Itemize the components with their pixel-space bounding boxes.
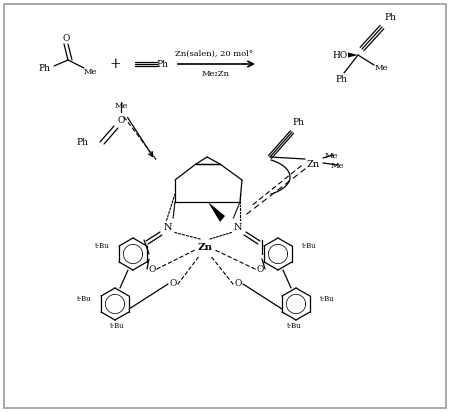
Text: Me: Me — [325, 152, 338, 160]
Text: t-Bu: t-Bu — [94, 242, 109, 250]
Text: Ph: Ph — [384, 12, 396, 21]
Text: Ph: Ph — [292, 117, 304, 126]
Text: t-Bu: t-Bu — [302, 242, 317, 250]
Text: Me: Me — [374, 64, 388, 72]
Text: Me: Me — [331, 162, 345, 170]
Text: O: O — [62, 33, 70, 42]
Text: t-Bu: t-Bu — [287, 322, 302, 330]
Text: Ph: Ph — [76, 138, 88, 147]
Text: t-Bu: t-Bu — [320, 295, 335, 303]
Text: +: + — [109, 57, 121, 71]
Text: N: N — [164, 222, 172, 232]
Text: Ph: Ph — [156, 59, 168, 68]
Text: O: O — [117, 115, 125, 124]
Text: O: O — [169, 279, 177, 288]
Text: Me: Me — [114, 102, 128, 110]
Text: Me₂Zn: Me₂Zn — [202, 70, 230, 78]
Text: Zn(salen), 20 mol°: Zn(salen), 20 mol° — [175, 50, 257, 58]
Text: t-Bu: t-Bu — [76, 295, 91, 303]
Text: Ph: Ph — [38, 63, 50, 73]
Text: N: N — [234, 222, 242, 232]
Text: O: O — [234, 279, 242, 288]
Text: O: O — [256, 265, 264, 274]
Text: Zn: Zn — [306, 159, 320, 169]
Polygon shape — [348, 52, 358, 58]
Text: t-Bu: t-Bu — [110, 322, 124, 330]
Polygon shape — [208, 202, 225, 222]
Text: HO: HO — [333, 51, 347, 59]
Text: Ph: Ph — [335, 75, 347, 84]
Text: Me: Me — [83, 68, 97, 76]
Text: Zn: Zn — [198, 243, 212, 251]
Text: O: O — [148, 265, 156, 274]
